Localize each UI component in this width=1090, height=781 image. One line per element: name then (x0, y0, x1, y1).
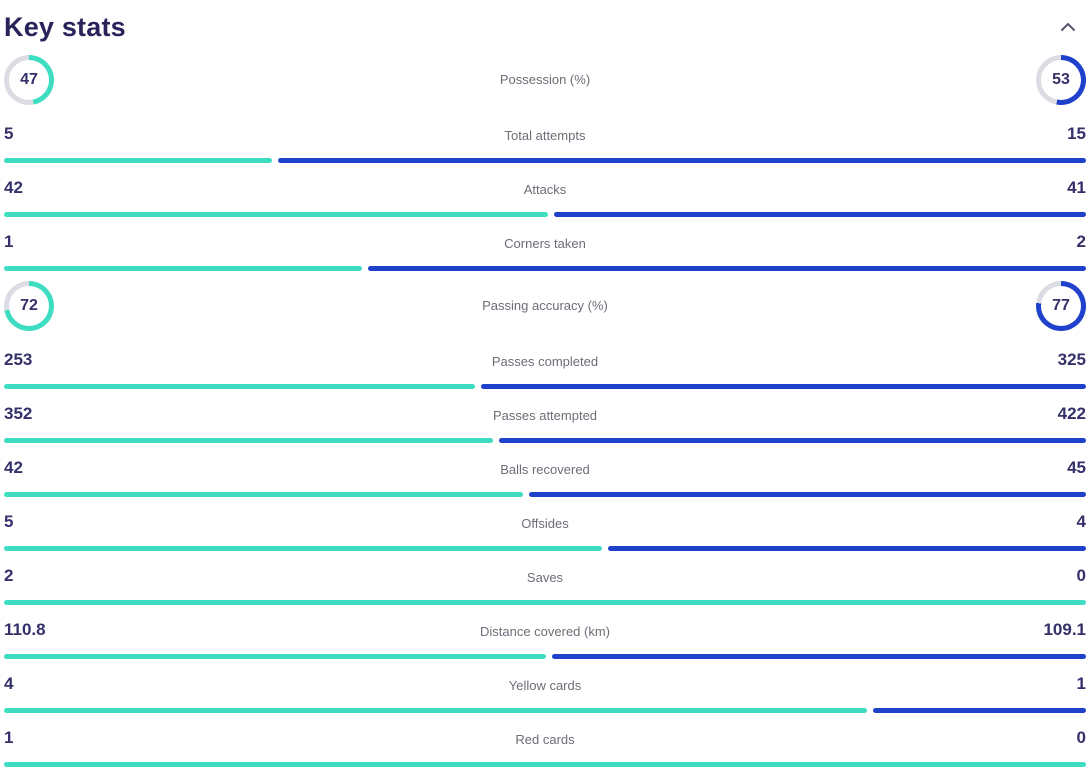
stat-label: Corners taken (504, 236, 586, 251)
stat-label: Attacks (523, 182, 567, 197)
away-value: 45 (1067, 458, 1086, 477)
stat-row: 1 Corners taken 2 (4, 220, 1086, 274)
stat-row: 253 Passes completed 325 (4, 338, 1086, 392)
stat-label: Passes completed (491, 354, 599, 369)
home-bar (4, 600, 1086, 605)
away-bar (872, 708, 1086, 713)
home-donut: 72 (4, 281, 54, 331)
home-value: 352 (4, 404, 33, 423)
away-value: 53 (1052, 71, 1070, 88)
home-bar (4, 212, 549, 217)
home-value: 42 (4, 458, 23, 477)
stat-row: 47 Possession (%) 53 (4, 48, 1086, 112)
comparison-bar (4, 212, 1086, 217)
stat-row: 5 Offsides 4 (4, 500, 1086, 554)
comparison-bar (4, 158, 1086, 163)
away-bar (277, 158, 1086, 163)
away-value: 0 (1076, 566, 1086, 585)
comparison-bar (4, 546, 1086, 551)
stat-label: Passing accuracy (%) (482, 298, 608, 313)
away-value: 2 (1076, 232, 1086, 251)
away-value: 4 (1076, 512, 1086, 531)
comparison-bar (4, 654, 1086, 659)
away-value: 422 (1057, 404, 1086, 423)
home-value: 5 (4, 124, 14, 143)
stat-label: Distance covered (km) (479, 624, 611, 639)
home-bar (4, 158, 272, 163)
home-value: 110.8 (4, 620, 46, 639)
away-donut: 53 (1036, 55, 1086, 105)
stat-label: Yellow cards (508, 678, 582, 693)
away-bar (499, 438, 1086, 443)
stats-rows: 47 Possession (%) 53 5 Total attempts 15… (4, 48, 1086, 770)
home-bar (4, 654, 547, 659)
home-value: 47 (20, 71, 38, 88)
home-value: 72 (20, 297, 38, 314)
comparison-bar (4, 384, 1086, 389)
home-bar (4, 762, 1086, 767)
stat-row: 4 Yellow cards 1 (4, 662, 1086, 716)
home-bar (4, 546, 603, 551)
home-value: 4 (4, 674, 14, 693)
away-bar (367, 266, 1086, 271)
home-value: 253 (4, 350, 33, 369)
away-value: 15 (1067, 124, 1086, 143)
away-bar (554, 212, 1086, 217)
away-bar (552, 654, 1086, 659)
away-value: 41 (1067, 178, 1086, 197)
stat-row: 42 Balls recovered 45 (4, 446, 1086, 500)
stat-label: Possession (%) (499, 72, 591, 87)
home-bar (4, 438, 494, 443)
away-bar (480, 384, 1086, 389)
away-value: 325 (1057, 350, 1086, 369)
away-donut: 77 (1036, 281, 1086, 331)
stat-row: 5 Total attempts 15 (4, 112, 1086, 166)
home-value: 5 (4, 512, 14, 531)
home-bar (4, 384, 475, 389)
away-bar (608, 546, 1086, 551)
stat-row: 42 Attacks 41 (4, 166, 1086, 220)
away-value: 1 (1076, 674, 1086, 693)
stat-label: Red cards (515, 732, 575, 747)
away-bar (529, 492, 1086, 497)
stat-row: 72 Passing accuracy (%) 77 (4, 274, 1086, 338)
comparison-bar (4, 762, 1086, 767)
home-value: 2 (4, 566, 14, 585)
comparison-bar (4, 266, 1086, 271)
page-title: Key stats (4, 11, 126, 42)
stat-row: 110.8 Distance covered (km) 109.1 (4, 608, 1086, 662)
stat-label: Offsides (521, 516, 569, 531)
panel-header: Key stats (4, 0, 1086, 48)
home-donut: 47 (4, 55, 54, 105)
home-value: 1 (4, 232, 14, 251)
home-bar (4, 492, 524, 497)
chevron-up-icon[interactable] (1050, 18, 1086, 36)
stat-label: Passes attempted (492, 408, 598, 423)
home-bar (4, 266, 362, 271)
away-value: 109.1 (1043, 620, 1086, 639)
stat-row: 2 Saves 0 (4, 554, 1086, 608)
stat-row: 352 Passes attempted 422 (4, 392, 1086, 446)
stat-label: Balls recovered (500, 462, 590, 477)
home-bar (4, 708, 867, 713)
comparison-bar (4, 492, 1086, 497)
comparison-bar (4, 708, 1086, 713)
stat-row: 1 Red cards 0 (4, 716, 1086, 770)
comparison-bar (4, 438, 1086, 443)
home-value: 42 (4, 178, 23, 197)
home-value: 1 (4, 728, 14, 747)
away-value: 0 (1076, 728, 1086, 747)
stat-label: Total attempts (504, 128, 586, 143)
comparison-bar (4, 600, 1086, 605)
stat-label: Saves (526, 570, 564, 585)
away-value: 77 (1052, 297, 1070, 314)
